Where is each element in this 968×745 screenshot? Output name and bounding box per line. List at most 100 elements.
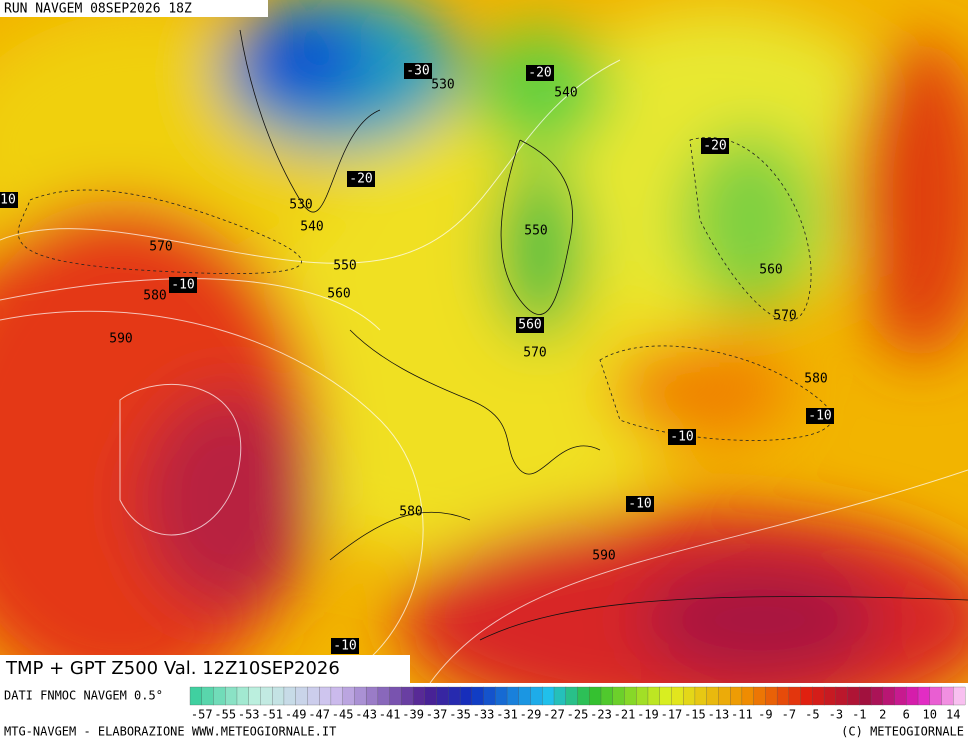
color-swatch: [483, 686, 496, 706]
color-swatch: [823, 686, 837, 706]
color-swatch: [835, 686, 849, 706]
color-swatch: [459, 686, 473, 706]
colorbar-label: -53: [238, 708, 260, 722]
contour-label: 570: [149, 240, 172, 255]
colorbar-label: -41: [379, 708, 401, 722]
label-box: [347, 171, 375, 187]
color-swatch: [929, 686, 942, 706]
label-box: [331, 638, 359, 654]
contour-label: -10: [628, 497, 651, 512]
contour-label: -20: [528, 66, 551, 81]
color-swatch: [741, 686, 755, 706]
colorbar-label: 14: [946, 708, 960, 722]
label-box: [626, 496, 654, 512]
color-swatch: [354, 686, 367, 706]
color-swatch: [917, 686, 931, 706]
colorbar-label: -13: [708, 708, 730, 722]
color-swatch: [906, 686, 919, 706]
colorbar-label: -43: [355, 708, 377, 722]
colorbar-label: -31: [496, 708, 518, 722]
contour-label: 540: [300, 220, 323, 235]
color-swatch: [283, 686, 297, 706]
contour-label: 560: [518, 318, 541, 333]
color-swatch: [730, 686, 743, 706]
color-swatch: [342, 686, 355, 706]
contour-label: 550: [524, 224, 547, 239]
color-swatch: [553, 686, 567, 706]
colorbar-label: 10: [923, 708, 937, 722]
color-swatch: [683, 686, 696, 706]
contour-label: 580: [143, 289, 166, 304]
contour-label: 570: [523, 346, 546, 361]
colorbar-label: -11: [731, 708, 753, 722]
colorbar: -57 -55 -53 -51 -49 -47 -45 -43 -41 -39 -37 -35 -33-…: [189, 686, 966, 722]
color-swatch: [694, 686, 708, 706]
color-swatch: [401, 686, 414, 706]
color-swatch: [389, 686, 402, 706]
color-swatch: [647, 686, 661, 706]
contour-label: -10: [171, 278, 194, 293]
label-box: [526, 65, 554, 81]
color-swatch: [847, 686, 860, 706]
colorbar-label: -39: [402, 708, 424, 722]
contour-label: -10: [333, 639, 356, 654]
colorbar-label: -27: [543, 708, 565, 722]
contour-label: -10: [808, 409, 831, 424]
color-swatch: [776, 686, 790, 706]
colorbar-label: -17: [661, 708, 683, 722]
colorbar-label: -45: [332, 708, 354, 722]
color-swatch: [659, 686, 672, 706]
color-swatch: [612, 686, 625, 706]
color-swatch: [753, 686, 766, 706]
color-swatch: [800, 686, 813, 706]
color-swatch: [213, 686, 226, 706]
color-swatch: [189, 686, 203, 706]
color-swatch: [542, 686, 555, 706]
colorbar-label: -3: [829, 708, 843, 722]
contour-label: 580: [399, 505, 422, 520]
colorbar-label: -15: [684, 708, 706, 722]
contour-label: 550: [333, 259, 356, 274]
colorbar-label: 2: [879, 708, 886, 722]
color-swatch: [941, 686, 954, 706]
run-label: RUN NAVGEM 08SEP2026 18Z: [4, 2, 192, 17]
colorbar-label: -7: [782, 708, 796, 722]
color-swatch: [636, 686, 649, 706]
label-box: [516, 317, 544, 333]
map-title: TMP + GPT Z500 Val. 12Z10SEP2026: [5, 658, 340, 679]
color-swatch: [565, 686, 578, 706]
color-swatch: [788, 686, 802, 706]
color-swatch: [225, 686, 238, 706]
color-swatch: [307, 686, 320, 706]
color-swatch: [706, 686, 719, 706]
colorbar-label: -55: [214, 708, 236, 722]
contour-label: -20: [349, 172, 372, 187]
contour-label: 540: [554, 86, 577, 101]
color-swatch: [236, 686, 250, 706]
colorbar-label: -25: [567, 708, 589, 722]
contour-label: -30: [406, 64, 429, 79]
label-box: [0, 192, 18, 208]
colorbar-label: -23: [590, 708, 612, 722]
color-swatch: [436, 686, 449, 706]
color-swatch: [365, 686, 379, 706]
color-swatch: [765, 686, 778, 706]
color-swatch: [330, 686, 344, 706]
color-swatch: [600, 686, 614, 706]
contour-label: -10: [670, 430, 693, 445]
colorbar-label: -5: [805, 708, 819, 722]
colorbar-label: -21: [614, 708, 636, 722]
color-swatch: [201, 686, 214, 706]
color-swatch: [295, 686, 308, 706]
colorbar-label: -1: [852, 708, 866, 722]
data-source: DATI FNMOC NAVGEM 0.5°: [4, 689, 163, 703]
color-swatch: [471, 686, 485, 706]
color-swatch: [953, 686, 966, 706]
colorbar-label: -49: [285, 708, 307, 722]
colorbar-label: -47: [308, 708, 330, 722]
contour-label: 570: [773, 309, 796, 324]
color-swatch: [530, 686, 543, 706]
contour-label: 10: [0, 193, 16, 208]
